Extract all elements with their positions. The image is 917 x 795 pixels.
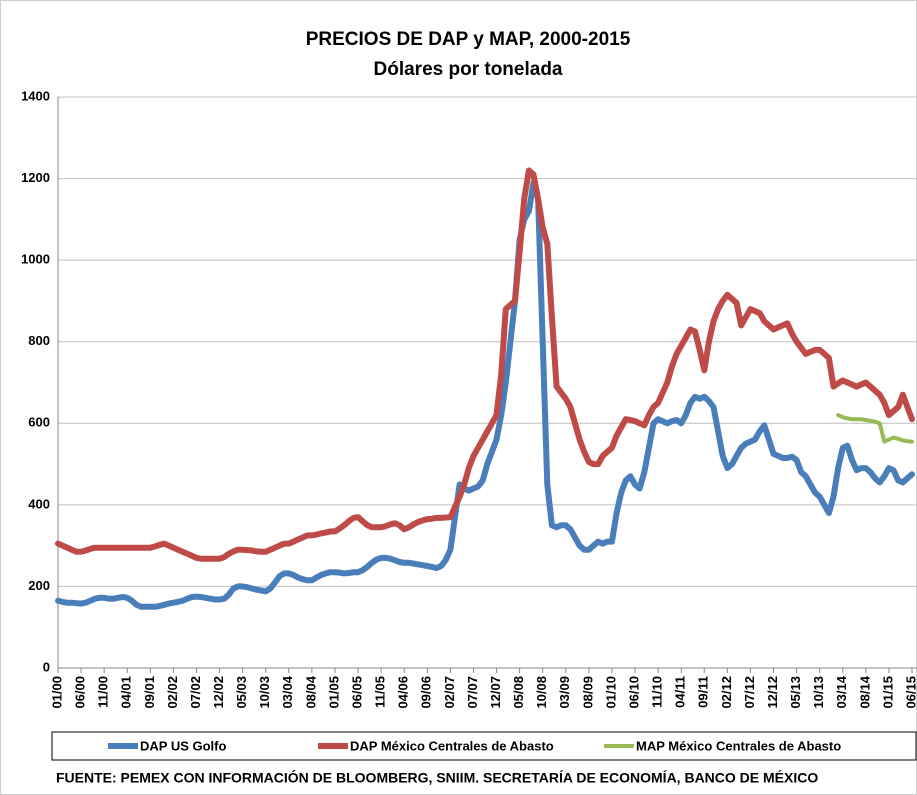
x-tick-label: 12/02: [211, 676, 226, 709]
y-tick-label: 200: [28, 578, 50, 593]
x-tick-label: 10/03: [257, 676, 272, 709]
x-tick-label: 03/09: [557, 676, 572, 709]
x-tick-label: 03/04: [280, 675, 295, 708]
source-note: FUENTE: PEMEX CON INFORMACIÓN DE BLOOMBE…: [56, 769, 818, 786]
x-tick-label: 07/02: [188, 676, 203, 709]
y-tick-label: 800: [28, 333, 50, 348]
x-tick-label: 05/08: [511, 676, 526, 709]
x-tick-label: 07/07: [465, 676, 480, 709]
x-tick-label: 04/11: [673, 676, 688, 708]
x-tick-label: 06/05: [349, 676, 364, 709]
x-tick-label: 02/02: [165, 676, 180, 709]
x-tick-label: 06/00: [73, 676, 88, 709]
x-tick-label: 02/07: [442, 676, 457, 709]
x-tick-label: 02/12: [719, 676, 734, 709]
x-tick-label: 12/07: [488, 676, 503, 709]
x-tick-label: 01/10: [603, 676, 618, 709]
y-tick-label: 1400: [21, 88, 50, 103]
x-tick-label: 05/03: [234, 676, 249, 709]
x-tick-label: 05/13: [788, 676, 803, 709]
x-tick-label: 03/14: [834, 675, 849, 708]
x-tick-label: 08/14: [857, 675, 872, 708]
y-tick-label: 600: [28, 415, 50, 430]
x-tick-label: 08/09: [580, 676, 595, 709]
series-line: [55, 179, 915, 610]
legend-label: DAP US Golfo: [140, 738, 226, 753]
y-tick-label: 400: [28, 496, 50, 511]
x-tick-label: 09/06: [419, 676, 434, 709]
y-tick-label: 1000: [21, 252, 50, 267]
series-line: [836, 413, 914, 444]
legend-box: [51, 731, 917, 761]
x-tick-label: 10/13: [811, 676, 826, 709]
x-tick-label: 01/05: [326, 676, 341, 709]
x-tick-label: 11/05: [373, 676, 388, 708]
chart-subtitle: Dólares por tonelada: [374, 59, 563, 80]
y-tick-label: 1200: [21, 170, 50, 185]
x-tick-label: 09/01: [142, 676, 157, 709]
y-tick-label: 0: [43, 659, 50, 674]
x-tick-label: 11/00: [96, 676, 111, 708]
x-tick-label: 11/10: [650, 676, 665, 708]
x-tick-label: 04/06: [396, 676, 411, 709]
legend-label: DAP México Centrales de Abasto: [350, 738, 554, 753]
legend-label: MAP México Centrales de Abasto: [636, 738, 841, 753]
x-tick-label: 06/15: [903, 676, 917, 709]
x-tick-label: 06/10: [626, 676, 641, 709]
series-line: [55, 167, 915, 562]
x-tick-label: 12/12: [765, 676, 780, 709]
chart-title: PRECIOS DE DAP y MAP, 2000-2015: [306, 29, 631, 50]
x-tick-label: 01/00: [49, 676, 64, 709]
x-tick-label: 01/15: [880, 676, 895, 709]
x-tick-label: 07/12: [742, 676, 757, 709]
x-tick-label: 09/11: [696, 676, 711, 708]
x-tick-label: 04/01: [119, 676, 134, 709]
x-tick-label: 10/08: [534, 676, 549, 709]
x-tick-label: 08/04: [303, 675, 318, 708]
